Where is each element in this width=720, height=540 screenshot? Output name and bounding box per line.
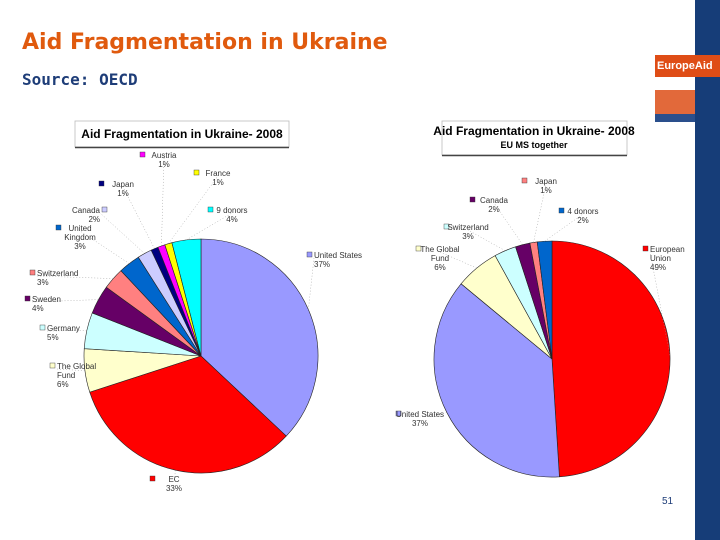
slide-right-band xyxy=(695,0,720,540)
label-swatch-united-states xyxy=(395,410,402,417)
chart-1-title: Aid Fragmentation in Ukraine- 2008 xyxy=(81,127,283,141)
slide-source: Source: OECD xyxy=(22,70,138,89)
pie-chart-2008-eu-ms-together: Aid Fragmentation in Ukraine- 2008 EU MS… xyxy=(395,120,685,478)
label-swatch-canada xyxy=(469,196,476,203)
pie-slice-united-states xyxy=(200,238,319,437)
slice-label-european-union: European Union 49% xyxy=(650,245,685,272)
leader-line-9-donors xyxy=(186,212,233,241)
chart-1-leader-lines xyxy=(31,157,315,483)
slice-label-sweden: Sweden 4% xyxy=(32,295,61,313)
leader-line-european-union xyxy=(649,251,671,356)
label-swatch-the-global-fund xyxy=(415,245,422,252)
leader-line-canada xyxy=(99,212,145,254)
leader-line-4-donors xyxy=(544,213,584,242)
slice-label-canada: Canada 2% xyxy=(72,206,101,224)
label-swatch-united-states xyxy=(306,251,313,258)
label-swatch-austria xyxy=(139,151,146,158)
label-swatch-germany xyxy=(39,324,46,331)
slice-label-the-global-fund: The Global Fund 6% xyxy=(420,245,459,272)
label-swatch-canada xyxy=(101,206,108,213)
page-number: 51 xyxy=(662,496,674,507)
chart-2-title-box xyxy=(441,120,628,156)
slice-label-united-kingdom: United Kingdom 3% xyxy=(64,224,96,251)
leader-line-switzerland xyxy=(467,229,506,251)
europeaid-logo: EuropeAid xyxy=(655,55,720,77)
slice-label-united-states: United States 37% xyxy=(396,410,444,428)
leader-line-canada xyxy=(493,202,523,245)
chart-2-leader-lines xyxy=(419,183,671,418)
leader-line-germany xyxy=(46,330,87,332)
leader-line-france xyxy=(168,175,219,244)
chart-2-slices xyxy=(433,240,671,478)
slide-title: Aid Fragmentation in Ukraine xyxy=(22,30,388,55)
label-swatch-japan xyxy=(521,177,528,184)
label-swatch-switzerland xyxy=(29,269,36,276)
leader-line-japan xyxy=(122,186,155,249)
chart-1-slices xyxy=(83,238,319,474)
slice-label-canada: Canada 2% xyxy=(480,196,509,214)
leader-line-japan xyxy=(533,183,547,243)
slice-label-9-donors: 9 donors 4% xyxy=(216,206,247,224)
pie-slice-ec xyxy=(89,355,287,474)
label-swatch-ec xyxy=(149,475,156,482)
chart-2-title: Aid Fragmentation in Ukraine- 2008 xyxy=(433,124,635,138)
leader-line-switzerland xyxy=(36,275,114,279)
label-swatch-switzerland xyxy=(443,223,450,230)
label-swatch-4-donors xyxy=(558,207,565,214)
chart-2-subtitle: EU MS together xyxy=(500,140,568,150)
slice-label-switzerland: Switzerland 3% xyxy=(447,223,488,241)
slice-label-austria: Austria 1% xyxy=(152,151,177,169)
label-swatch-european-union xyxy=(642,245,649,252)
slice-label-the-global-fund: The Global Fund 6% xyxy=(57,362,96,389)
leader-line-the-global-fund xyxy=(439,251,477,269)
chart-1-title-box xyxy=(74,120,290,148)
slice-label-japan: Japan 1% xyxy=(535,177,557,195)
slice-label-japan: Japan 1% xyxy=(112,180,134,198)
slice-label-ec: EC 33% xyxy=(166,475,182,493)
leader-line-austria xyxy=(161,157,165,246)
pie-slice-4-donors xyxy=(536,240,553,360)
slice-label-4-donors: 4 donors 2% xyxy=(567,207,598,225)
slice-label-germany: Germany 5% xyxy=(47,324,80,342)
leader-line-united-kingdom xyxy=(79,230,130,264)
brand-accent-strip-dark xyxy=(655,114,695,122)
chart-2-labels: European Union 49% United States 37% The Glob… xyxy=(395,177,685,428)
brand-accent-strip xyxy=(655,90,695,114)
label-swatch-sweden xyxy=(24,295,31,302)
label-swatch-the-global-fund xyxy=(49,362,56,369)
pie-slice-european-union xyxy=(551,240,671,478)
label-swatch-9-donors xyxy=(207,206,214,213)
label-swatch-japan xyxy=(98,180,105,187)
slice-label-switzerland: Switzerland 3% xyxy=(37,269,78,287)
pie-chart-2008: Aid Fragmentation in Ukraine- 2008 Unite… xyxy=(24,120,362,493)
leader-line-sweden xyxy=(31,299,99,303)
slice-label-united-states: United States 37% xyxy=(314,251,362,269)
slice-label-france: France 1% xyxy=(206,169,231,187)
pie-slice-united-states xyxy=(433,283,560,478)
leader-line-ec xyxy=(173,470,176,483)
label-swatch-france xyxy=(193,169,200,176)
chart-1-labels: United States 37% EC 33% The Global Fund 6% Ger… xyxy=(24,151,362,493)
label-swatch-united-kingdom xyxy=(55,224,62,231)
